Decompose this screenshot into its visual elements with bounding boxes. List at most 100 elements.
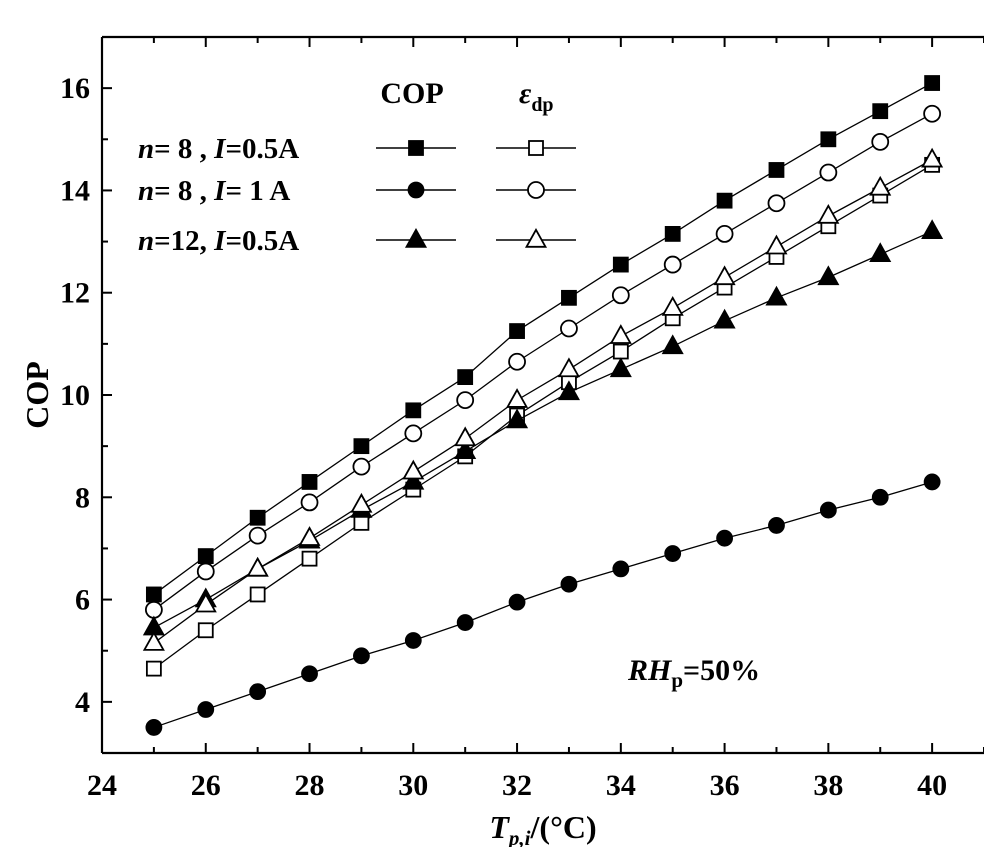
data-point: [196, 562, 215, 581]
data-point: [663, 255, 682, 274]
legend-label-2: n=12, I=0.5A: [138, 225, 299, 257]
data-point: [713, 308, 736, 329]
y-tick-label: 14: [60, 174, 90, 207]
series-line: [153, 159, 933, 644]
data-point: [923, 473, 941, 491]
data-point: [765, 234, 788, 255]
series-line: [153, 113, 933, 611]
data-point: [301, 665, 318, 683]
data-point: [921, 219, 944, 240]
data-point: [246, 556, 269, 577]
data-point: [817, 203, 840, 224]
data-point: [454, 439, 477, 459]
series-line: [153, 481, 933, 729]
data-point: [819, 501, 837, 519]
data-point: [145, 660, 162, 677]
data-point: [456, 614, 474, 631]
data-point: [869, 175, 892, 196]
data-point: [871, 488, 889, 506]
data-point: [716, 192, 733, 209]
x-tick-label: 30: [398, 769, 428, 802]
series-layer: [142, 75, 944, 736]
legend-marker-filled: [408, 140, 424, 156]
y-axis-title: COP: [19, 361, 55, 429]
data-point: [197, 701, 215, 718]
data-point: [716, 529, 733, 547]
series-line: [153, 230, 933, 629]
data-point: [768, 517, 785, 534]
data-point: [248, 526, 267, 545]
legend-marker-open: [527, 181, 545, 199]
x-tick-label: 38: [813, 769, 843, 802]
data-point: [404, 424, 423, 443]
data-point: [454, 426, 477, 447]
data-point: [197, 548, 214, 564]
data-point: [661, 334, 684, 355]
data-point: [249, 586, 266, 603]
data-point: [713, 265, 736, 286]
series-line: [153, 164, 933, 670]
data-point: [508, 593, 526, 611]
data-point: [557, 380, 580, 401]
data-point: [869, 242, 892, 263]
legend-label-0: n= 8 , I=0.5A: [138, 133, 299, 165]
data-point: [298, 526, 321, 546]
x-tick-label: 28: [295, 769, 325, 802]
data-point: [402, 469, 425, 490]
data-point: [820, 131, 837, 148]
data-point: [767, 194, 786, 213]
legend-marker-open: [528, 140, 544, 156]
x-tick-label: 36: [710, 769, 740, 802]
data-point: [612, 343, 629, 360]
data-point: [404, 632, 422, 649]
data-point: [872, 103, 889, 120]
data-point: [405, 402, 422, 419]
legend-marker-open: [524, 227, 548, 248]
data-point: [353, 514, 370, 531]
data-point: [871, 132, 890, 151]
series-5-triangle-open: [142, 147, 944, 651]
data-point: [301, 474, 318, 490]
series-0-square-filled: [145, 75, 941, 603]
data-point: [612, 256, 629, 273]
data-point: [506, 408, 529, 429]
series-line: [153, 82, 933, 595]
data-point: [664, 225, 681, 242]
data-point: [609, 357, 632, 378]
x-tick-label: 26: [191, 769, 221, 802]
x-tick-label: 32: [502, 769, 532, 802]
data-point: [456, 391, 475, 410]
data-point: [350, 492, 373, 513]
data-point: [661, 296, 684, 316]
x-tick-label: 24: [87, 769, 117, 802]
data-point: [921, 147, 944, 168]
y-tick-label: 6: [75, 584, 90, 617]
legend-header-cop: COP: [380, 77, 443, 110]
data-point: [194, 592, 217, 613]
legend-marker-filled: [407, 181, 425, 199]
data-point: [353, 647, 370, 665]
y-tick-label: 16: [60, 72, 90, 105]
data-point: [557, 357, 580, 378]
data-point: [768, 162, 785, 178]
y-tick-label: 12: [60, 277, 90, 310]
legend-marker-filled: [404, 227, 428, 248]
data-point: [508, 352, 526, 371]
data-point: [506, 388, 529, 408]
data-point: [923, 104, 942, 123]
data-point: [611, 286, 630, 305]
data-point: [715, 224, 734, 243]
x-axis-title: Tp,i/(°C): [489, 809, 596, 847]
x-tick-label: 34: [606, 769, 636, 802]
data-point: [612, 560, 630, 578]
data-point: [819, 163, 838, 182]
labels-layer: 24 26 28 30 32 34 36 38 40 4 6 8 10 12 14 16 COP Tp,i/(°C…: [19, 72, 947, 847]
data-point: [509, 323, 525, 339]
data-point: [457, 369, 474, 386]
series-2-circle-filled: [145, 473, 941, 736]
data-point: [301, 550, 318, 567]
data-point: [197, 622, 214, 639]
data-point: [144, 600, 163, 619]
